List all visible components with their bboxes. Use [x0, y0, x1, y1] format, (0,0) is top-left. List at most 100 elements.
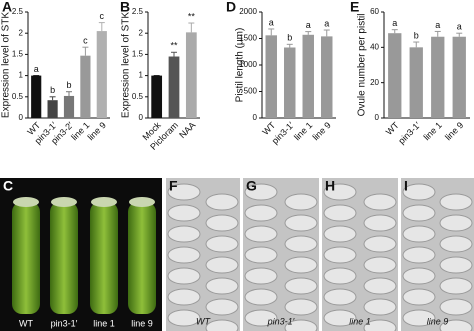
y-tick-label: 40	[370, 42, 379, 51]
photo-label: pin3-1′	[267, 316, 295, 326]
ovule	[205, 319, 239, 331]
significance-label: a	[324, 18, 329, 28]
panel-label: E	[350, 0, 359, 15]
photo-label: pin3-1′	[51, 318, 78, 328]
ovule	[205, 214, 239, 232]
ovule	[363, 235, 397, 253]
significance-label: a	[435, 20, 440, 30]
panel-label: G	[246, 178, 257, 194]
ovule	[167, 267, 201, 285]
ovule	[323, 246, 357, 264]
ovule	[284, 214, 318, 232]
ovule	[402, 267, 436, 285]
significance-label: **	[170, 41, 178, 51]
x-tick-label: NAA	[177, 120, 197, 140]
stigma	[51, 197, 77, 207]
photo-label: line 1	[349, 316, 371, 326]
ovule	[363, 193, 397, 211]
significance-label: a	[457, 22, 462, 32]
ovule	[323, 183, 357, 201]
y-tick-label: 1.5	[12, 50, 24, 59]
pistil	[90, 202, 118, 314]
ovule	[244, 225, 278, 243]
pistil	[50, 202, 78, 314]
y-tick-label: 1	[139, 71, 144, 80]
photo-label: line 9	[427, 316, 449, 326]
ovule	[402, 288, 436, 306]
bar	[388, 33, 402, 119]
y-tick-label: 1500	[239, 34, 257, 43]
panel-label: A	[2, 0, 12, 15]
panel-label: C	[3, 178, 13, 194]
ovule	[439, 214, 473, 232]
ovule	[402, 309, 436, 327]
panel-label: D	[226, 0, 236, 15]
x-tick-label: WT	[384, 120, 401, 137]
panel-label: H	[325, 178, 335, 194]
significance-label: a	[392, 18, 397, 28]
ovule	[244, 246, 278, 264]
ovule	[205, 277, 239, 295]
x-tick-label: line 1	[422, 120, 444, 142]
y-tick-label: 60	[370, 7, 379, 16]
y-tick-label: 0.5	[12, 92, 24, 101]
y-tick-label: 0	[139, 113, 144, 122]
ovule	[205, 298, 239, 316]
significance-label: c	[100, 11, 105, 21]
y-axis-label: Ovule number per pistil	[357, 14, 368, 117]
stigma	[13, 197, 39, 207]
x-tick-label: line 9	[311, 120, 333, 142]
ovule	[284, 277, 318, 295]
y-axis-label: Expression level of STK	[1, 12, 12, 118]
bar	[302, 34, 314, 118]
pistil	[128, 202, 156, 314]
y-tick-label: 0	[375, 113, 380, 122]
x-tick-label: line 1	[292, 120, 314, 142]
panel-label: F	[169, 178, 178, 194]
ovule	[205, 193, 239, 211]
bar	[31, 75, 42, 118]
ovule	[363, 256, 397, 274]
bar	[151, 75, 163, 118]
y-tick-label: 2.5	[132, 7, 144, 16]
bar	[321, 36, 333, 118]
ovule	[167, 309, 201, 327]
x-tick-label: line 9	[443, 120, 465, 142]
y-tick-label: 0.5	[132, 92, 144, 101]
bar	[409, 47, 423, 119]
ovule	[167, 183, 201, 201]
significance-label: b	[66, 80, 71, 90]
ovule	[363, 319, 397, 331]
y-tick-label: 0	[253, 113, 258, 122]
y-tick-label: 2.5	[12, 7, 24, 16]
significance-label: a	[269, 17, 274, 27]
stigma	[91, 197, 117, 207]
ovule	[402, 183, 436, 201]
ovule	[439, 298, 473, 316]
ovule	[167, 225, 201, 243]
ovule	[439, 319, 473, 331]
ovule	[439, 277, 473, 295]
ovule	[363, 277, 397, 295]
ovule	[167, 204, 201, 222]
significance-label: b	[287, 33, 292, 43]
photo-label: line 1	[93, 318, 115, 328]
ovule	[244, 183, 278, 201]
ovule	[244, 288, 278, 306]
bar	[80, 55, 91, 118]
y-tick-label: 2000	[239, 7, 257, 16]
panel-label: I	[404, 178, 408, 194]
significance-label: c	[83, 36, 88, 46]
y-tick-label: 1	[19, 71, 24, 80]
x-tick-label: line 9	[86, 120, 108, 142]
significance-label: b	[414, 30, 419, 40]
bar	[185, 32, 197, 118]
stigma	[129, 197, 155, 207]
significance-label: a	[34, 64, 39, 74]
y-axis-label: Pistil length (μm)	[235, 28, 246, 103]
y-tick-label: 2	[139, 28, 144, 37]
ovule	[284, 193, 318, 211]
bar	[431, 36, 445, 118]
bar	[47, 100, 58, 118]
